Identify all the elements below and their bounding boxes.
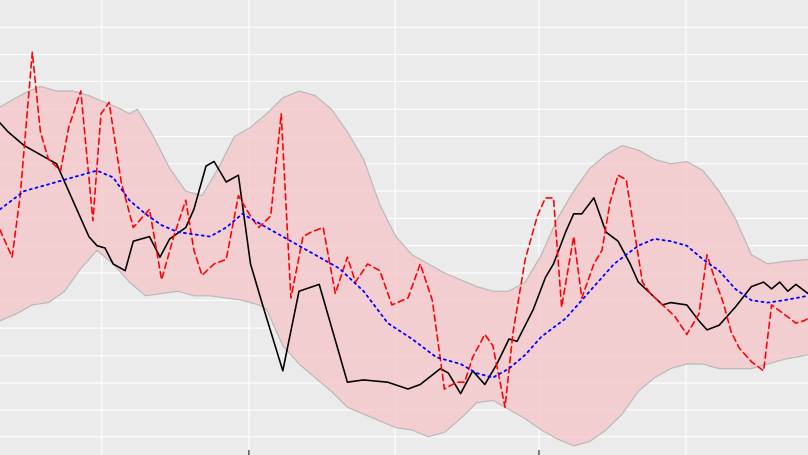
band-area [0, 86, 808, 446]
confidence-band [0, 85, 808, 447]
series-lines [0, 51, 808, 408]
band-lower-edge [0, 249, 808, 447]
series-actual-line [0, 122, 808, 395]
series-forecast-line [0, 51, 808, 408]
axis-ticks [248, 450, 540, 455]
band-upper-edge [0, 85, 808, 292]
series-trend-line [0, 169, 808, 379]
